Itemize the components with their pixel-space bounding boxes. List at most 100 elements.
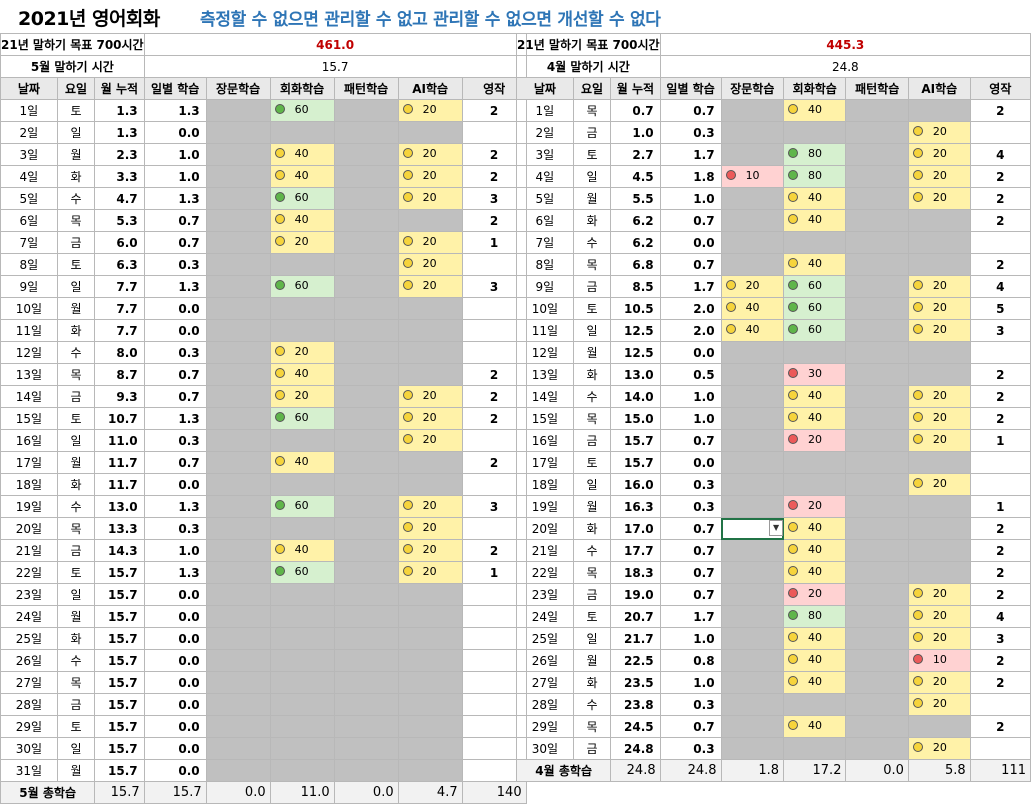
cumulative-cell[interactable]: 15.7 (610, 429, 661, 452)
weekday-cell[interactable]: 토 (572, 605, 612, 628)
weekday-cell[interactable]: 목 (572, 715, 612, 738)
cumulative-cell[interactable]: 5.5 (610, 187, 661, 210)
conv-study-cell[interactable]: 60 (269, 275, 335, 298)
column-header[interactable]: 월 누적 (610, 77, 661, 100)
weekday-cell[interactable]: 수 (572, 693, 612, 716)
pattern-study-cell[interactable] (845, 495, 909, 518)
cumulative-cell[interactable]: 20.7 (610, 605, 661, 628)
column-header[interactable]: 날짜 (516, 77, 574, 100)
weekday-cell[interactable]: 금 (56, 539, 96, 562)
conv-study-cell[interactable] (269, 605, 335, 628)
daily-cell[interactable]: 0.3 (143, 341, 207, 364)
daily-cell[interactable]: 0.3 (659, 121, 722, 144)
daily-cell[interactable]: 0.7 (659, 561, 722, 584)
day-cell[interactable]: 22일 (0, 561, 58, 584)
conv-study-cell[interactable]: 40 (783, 517, 847, 540)
conv-study-cell[interactable]: 40 (269, 539, 335, 562)
cumulative-cell[interactable]: 12.5 (610, 341, 661, 364)
column-header[interactable]: 회화학습 (269, 77, 335, 100)
daily-cell[interactable]: 0.0 (143, 693, 207, 716)
composition-cell[interactable]: 2 (969, 165, 1031, 188)
conv-study-cell[interactable]: 80 (783, 143, 847, 166)
pattern-study-cell[interactable] (333, 627, 399, 650)
conv-study-cell[interactable] (783, 693, 847, 716)
pattern-study-cell[interactable] (333, 363, 399, 386)
conv-study-cell[interactable]: 60 (269, 187, 335, 210)
weekday-cell[interactable]: 화 (572, 363, 612, 386)
day-cell[interactable]: 21일 (0, 539, 58, 562)
total-long-cell[interactable]: 1.8 (720, 759, 785, 782)
conv-study-cell[interactable] (269, 627, 335, 650)
weekday-cell[interactable]: 수 (572, 385, 612, 408)
cumulative-cell[interactable]: 21.7 (610, 627, 661, 650)
pattern-study-cell[interactable] (845, 583, 909, 606)
long-study-cell[interactable] (205, 649, 271, 672)
conv-study-cell[interactable] (269, 693, 335, 716)
daily-cell[interactable]: 0.3 (143, 253, 207, 276)
long-study-cell[interactable]: 40 (720, 297, 785, 320)
ai-study-cell[interactable]: 20 (907, 671, 971, 694)
pattern-study-cell[interactable] (333, 517, 399, 540)
conv-study-cell[interactable] (783, 231, 847, 254)
weekday-cell[interactable]: 목 (56, 363, 96, 386)
cumulative-cell[interactable]: 19.0 (610, 583, 661, 606)
long-study-cell[interactable] (205, 275, 271, 298)
long-study-cell[interactable] (205, 319, 271, 342)
long-study-cell[interactable] (720, 715, 785, 738)
day-cell[interactable]: 17일 (0, 451, 58, 474)
composition-cell[interactable]: 4 (969, 275, 1031, 298)
day-cell[interactable]: 21일 (516, 539, 574, 562)
daily-cell[interactable]: 1.3 (143, 99, 207, 122)
cumulative-cell[interactable]: 6.2 (610, 209, 661, 232)
column-header[interactable]: 월 누적 (94, 77, 145, 100)
pattern-study-cell[interactable] (845, 517, 909, 540)
weekday-cell[interactable]: 수 (56, 187, 96, 210)
daily-cell[interactable]: 0.0 (659, 231, 722, 254)
cumulative-cell[interactable]: 15.7 (94, 693, 145, 716)
long-study-cell[interactable] (720, 495, 785, 518)
ai-study-cell[interactable]: 20 (907, 275, 971, 298)
ai-study-cell[interactable] (907, 253, 971, 276)
ai-study-cell[interactable] (397, 319, 463, 342)
column-header[interactable]: 장문학습 (205, 77, 271, 100)
long-study-cell[interactable] (205, 451, 271, 474)
conv-study-cell[interactable]: 30 (783, 363, 847, 386)
cumulative-cell[interactable]: 14.0 (610, 385, 661, 408)
pattern-study-cell[interactable] (845, 209, 909, 232)
daily-cell[interactable]: 0.7 (659, 583, 722, 606)
cumulative-cell[interactable]: 6.0 (94, 231, 145, 254)
conv-study-cell[interactable]: 40 (269, 363, 335, 386)
weekday-cell[interactable]: 금 (56, 231, 96, 254)
weekday-cell[interactable]: 토 (572, 451, 612, 474)
weekday-cell[interactable]: 금 (572, 275, 612, 298)
daily-cell[interactable]: 0.5 (659, 363, 722, 386)
composition-cell[interactable]: 4 (969, 143, 1031, 166)
conv-study-cell[interactable]: 60 (269, 561, 335, 584)
composition-cell[interactable]: 1 (969, 495, 1031, 518)
column-header[interactable]: 회화학습 (783, 77, 847, 100)
day-cell[interactable]: 15일 (516, 407, 574, 430)
daily-cell[interactable]: 0.0 (143, 759, 207, 782)
long-study-cell[interactable] (205, 253, 271, 276)
day-cell[interactable]: 8일 (0, 253, 58, 276)
cumulative-cell[interactable]: 17.7 (610, 539, 661, 562)
ai-study-cell[interactable] (397, 737, 463, 760)
pattern-study-cell[interactable] (845, 737, 909, 760)
ai-study-cell[interactable] (907, 561, 971, 584)
composition-cell[interactable] (969, 473, 1031, 496)
total-daily-cell[interactable]: 24.8 (659, 759, 722, 782)
composition-cell[interactable] (969, 737, 1031, 760)
weekday-cell[interactable]: 금 (572, 429, 612, 452)
ai-study-cell[interactable]: 20 (907, 583, 971, 606)
conv-study-cell[interactable]: 60 (783, 319, 847, 342)
cumulative-cell[interactable]: 13.0 (94, 495, 145, 518)
conv-study-cell[interactable]: 20 (783, 495, 847, 518)
cumulative-cell[interactable]: 3.3 (94, 165, 145, 188)
composition-cell[interactable] (969, 341, 1031, 364)
daily-cell[interactable]: 0.3 (143, 517, 207, 540)
conv-study-cell[interactable]: 20 (269, 231, 335, 254)
ai-study-cell[interactable] (397, 341, 463, 364)
cumulative-cell[interactable]: 6.8 (610, 253, 661, 276)
daily-cell[interactable]: 0.0 (143, 583, 207, 606)
day-cell[interactable]: 10일 (0, 297, 58, 320)
